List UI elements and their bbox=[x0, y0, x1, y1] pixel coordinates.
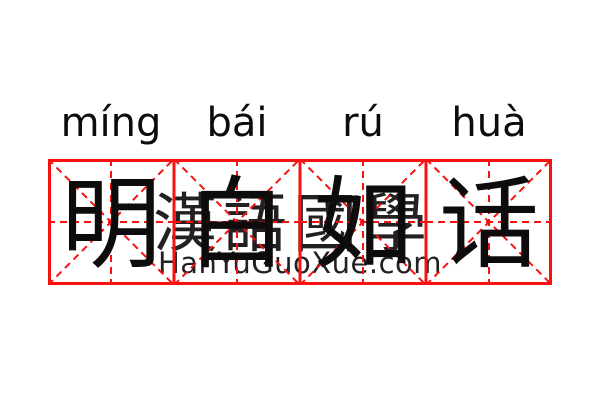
character-cell-4: 话 bbox=[426, 159, 552, 285]
character-cell-3: 如 bbox=[300, 159, 426, 285]
character-cell-1: 明 bbox=[48, 159, 174, 285]
watermark-chinese-text: 漢語國學 bbox=[153, 189, 433, 260]
grid-lines bbox=[48, 159, 552, 285]
hanzi-character-1: 明 bbox=[61, 166, 161, 283]
character-cell-2: 白 bbox=[174, 159, 300, 285]
hanzi-character-3: 如 bbox=[313, 166, 413, 283]
pinyin-syllable-2: bái bbox=[206, 100, 268, 146]
pinyin-syllable-1: míng bbox=[60, 100, 162, 146]
hanzi-character-2: 白 bbox=[187, 166, 287, 283]
pinyin-syllable-4: huà bbox=[451, 100, 527, 146]
pinyin-syllable-3: rú bbox=[342, 100, 384, 146]
hanzi-character-4: 话 bbox=[439, 166, 539, 283]
mizige-grid: 明 白 如 话 bbox=[48, 159, 552, 285]
